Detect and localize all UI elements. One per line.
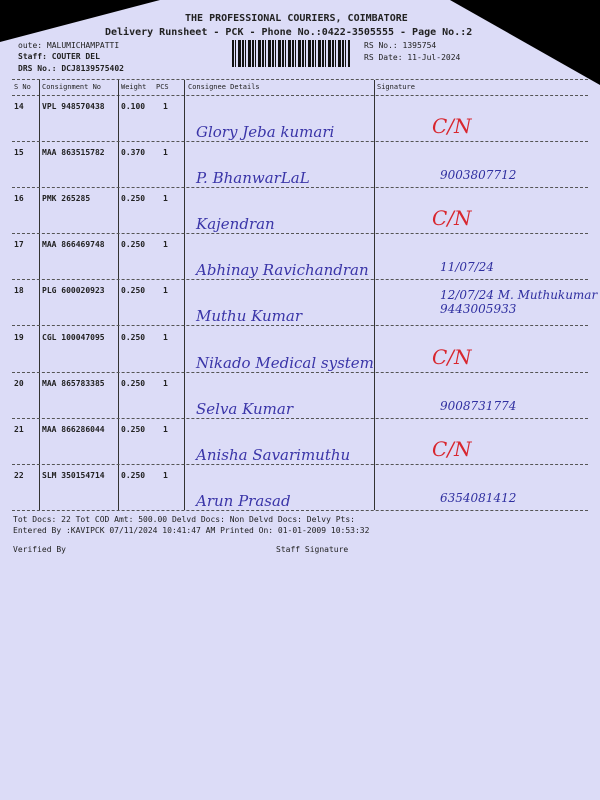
row-consignment: VPL 948570438	[42, 102, 105, 111]
row-weight: 0.250	[121, 194, 146, 204]
staff: Staff: COUTER DEL	[18, 52, 100, 61]
signature-note: 9008731774	[440, 398, 517, 413]
drs-number: DRS No.: DCJ8139575402	[18, 64, 124, 73]
row-sno: 18	[14, 286, 24, 296]
row-sno: 16	[14, 194, 24, 204]
row-sno: 20	[14, 378, 24, 388]
consignee-name: Abhinay Ravichandran	[196, 261, 369, 280]
signature-note: 12/07/24 M. Muthukumar 9443005933	[440, 288, 598, 317]
consignee-name: Selva Kumar	[196, 399, 294, 418]
signature-note: 6354081412	[440, 490, 517, 505]
table-row: 21 MAA 866286044 0.250 1 Anisha Savarimuthu C…	[0, 419, 600, 465]
table-row: 19 CGL 100047095 0.250 1 Nikado Medical syst…	[0, 327, 600, 373]
row-sno: 21	[14, 424, 24, 434]
row-pcs: 1	[163, 240, 168, 250]
row-weight: 0.370	[121, 148, 146, 158]
table-row: 17 MAA 866469748 0.250 1 Abhinay Ravichandra…	[0, 234, 600, 281]
row-pcs: 1	[163, 424, 168, 434]
row-consignment: CGL 100047095	[42, 332, 105, 342]
table-row: 18 PLG 600020923 0.250 1 Muthu Kumar 12/07/24…	[0, 280, 600, 327]
row-consignment: MAA 866469748	[42, 240, 105, 250]
company-title: THE PROFESSIONAL COURIERS, COIMBATORE	[185, 13, 408, 24]
consignee-name: Anisha Savarimuthu	[196, 445, 351, 464]
row-pcs: 1	[163, 378, 168, 388]
row-sno: 17	[14, 240, 24, 250]
route: oute: MALUMICHAMPATTI	[18, 41, 120, 50]
signature-mark: C/N	[432, 114, 472, 138]
row-pcs: 1	[163, 194, 168, 204]
row-sno: 22	[14, 470, 24, 480]
runsheet-subtitle: Delivery Runsheet - PCK - Phone No.:0422…	[105, 27, 473, 38]
col-signature: Signature	[377, 83, 415, 91]
row-pcs: 1	[163, 470, 168, 480]
row-weight: 0.250	[121, 424, 146, 434]
consignee-name: Nikado Medical system	[196, 353, 374, 372]
col-pcs: PCS	[156, 83, 169, 91]
row-pcs: 1	[163, 102, 168, 111]
row-weight: 0.250	[121, 332, 146, 342]
consignee-name: Muthu Kumar	[196, 307, 303, 326]
signature-note: 9003807712	[440, 168, 517, 183]
row-weight: 0.100	[121, 102, 146, 111]
entered-by: Entered By :KAVIPCK 07/11/2024 10:41:47 …	[13, 526, 370, 535]
rs-number: RS No.: 1395754	[364, 41, 437, 50]
table-row: 20 MAA 865783385 0.250 1 Selva Kumar 90087317…	[0, 373, 600, 419]
staff-signature: Staff Signature	[276, 545, 349, 554]
signature-mark: C/N	[432, 344, 472, 369]
col-consignment: Consignment No	[42, 83, 102, 91]
signature-mark: C/N	[432, 206, 472, 231]
row-pcs: 1	[163, 332, 168, 342]
signature-note: 11/07/24	[440, 260, 494, 275]
rs-date: RS Date: 11-Jul-2024	[364, 53, 461, 62]
col-weight: Weight	[121, 83, 147, 91]
consignee-name: P. BhanwarLaL	[196, 169, 310, 188]
row-sno: 19	[14, 332, 24, 342]
row-pcs: 1	[163, 148, 168, 158]
row-sno: 15	[14, 148, 24, 158]
row-consignment: MAA 865783385	[42, 378, 105, 388]
row-weight: 0.250	[121, 286, 146, 296]
row-sno: 14	[14, 102, 24, 111]
col-consignee: Consignee Details	[188, 83, 260, 91]
barcode	[232, 40, 350, 67]
consignee-name: Glory Jeba kumari	[196, 123, 335, 141]
totals: Tot Docs: 22 Tot COD Amt: 500.00 Delvd D…	[13, 515, 355, 524]
row-consignment: PMK 265285	[42, 194, 91, 204]
row-consignment: SLM 350154714	[42, 470, 105, 480]
consignee-name: Kajendran	[196, 215, 275, 234]
row-weight: 0.250	[121, 470, 146, 480]
row-consignment: MAA 863515782	[42, 148, 105, 158]
row-weight: 0.250	[121, 378, 146, 388]
table-row: 22 SLM 350154714 0.250 1 Arun Prasad 63540814…	[0, 465, 600, 511]
verified-by: Verified By	[13, 545, 66, 554]
table-row: 15 MAA 863515782 0.370 1 P. BhanwarLaL 900380…	[0, 142, 600, 189]
row-pcs: 1	[163, 286, 168, 296]
table-row: 14 VPL 948570438 0.100 1 Glory Jeba kumari C/…	[0, 96, 600, 142]
col-sno: S No	[14, 83, 31, 91]
consignee-name: Arun Prasad	[196, 491, 291, 510]
row-consignment: MAA 866286044	[42, 424, 105, 434]
table-row: 16 PMK 265285 0.250 1 Kajendran C/N	[0, 188, 600, 235]
signature-mark: C/N	[432, 436, 472, 461]
row-weight: 0.250	[121, 240, 146, 250]
row-consignment: PLG 600020923	[42, 286, 105, 296]
